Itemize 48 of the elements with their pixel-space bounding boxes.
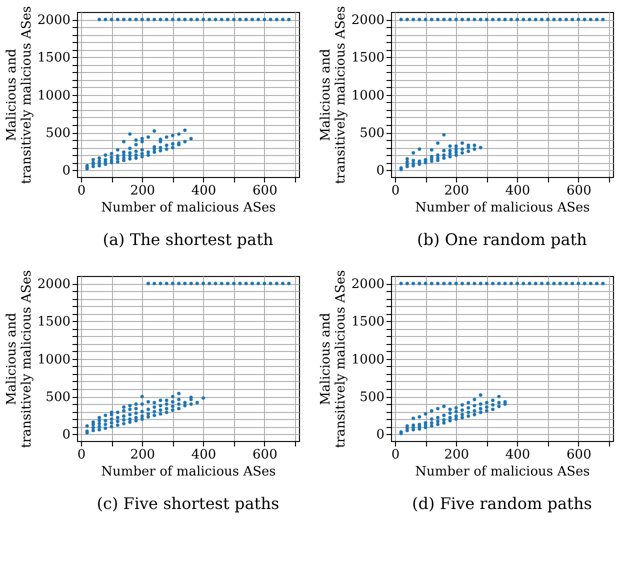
y-tick-label: 1000 xyxy=(351,352,384,368)
x-tick-label: 0 xyxy=(77,184,86,198)
y-tick-label: 1500 xyxy=(37,314,70,330)
x-tick-label: 600 xyxy=(566,184,592,198)
text: (d) Five random paths xyxy=(412,494,592,513)
y-tick-label: 2000 xyxy=(351,13,384,28)
y-tick-label: 1500 xyxy=(37,50,70,66)
x-axis-title: Number of malicious ASes xyxy=(101,464,276,480)
text: (c) Five shortest paths xyxy=(96,494,280,513)
x-tick-label: 600 xyxy=(252,184,278,198)
x-tick-label: 400 xyxy=(191,448,216,462)
x-tick-label: 0 xyxy=(77,448,86,462)
y-tick-label: 2000 xyxy=(37,13,70,28)
y-tick-label: 0 xyxy=(376,428,384,443)
x-tick-label: 200 xyxy=(130,184,156,198)
text: (b) One random path xyxy=(417,230,587,249)
y-tick-label: 0 xyxy=(376,164,384,179)
x-tick-label: 400 xyxy=(505,448,530,462)
y-tick-label: 0 xyxy=(62,428,70,443)
text: (a) The shortest path xyxy=(102,230,274,249)
y-tick-label: 1000 xyxy=(37,88,70,104)
x-tick-label: 200 xyxy=(130,448,156,462)
y-tick-label: 1500 xyxy=(351,50,384,66)
y-tick-label: 1000 xyxy=(351,88,384,104)
y-axis-title: Malicious and transitively malicious ASes xyxy=(318,6,348,184)
y-tick-label: 500 xyxy=(360,126,384,142)
y-tick-label: 1000 xyxy=(37,352,70,368)
x-tick-label: 200 xyxy=(444,448,470,462)
y-tick-label: 2000 xyxy=(351,277,384,292)
x-tick-label: 400 xyxy=(505,184,530,198)
x-axis-title: Number of malicious ASes xyxy=(101,200,276,216)
x-tick-label: 200 xyxy=(444,184,470,198)
x-axis-title: Number of malicious ASes xyxy=(415,200,590,216)
y-axis-title: Malicious and transitively malicious ASes xyxy=(4,270,34,448)
x-tick-label: 600 xyxy=(252,448,278,462)
y-axis-title: Malicious and transitively malicious ASes xyxy=(4,6,34,184)
y-axis-title: Malicious and transitively malicious ASes xyxy=(318,270,348,448)
x-tick-label: 600 xyxy=(566,448,592,462)
x-tick-label: 0 xyxy=(391,184,400,198)
x-tick-label: 0 xyxy=(391,448,400,462)
y-tick-label: 1500 xyxy=(351,314,384,330)
y-tick-label: 500 xyxy=(360,390,384,406)
x-axis-title: Number of malicious ASes xyxy=(415,464,590,480)
y-tick-label: 2000 xyxy=(37,277,70,292)
y-tick-label: 500 xyxy=(46,390,70,406)
x-tick-label: 400 xyxy=(191,184,216,198)
y-tick-label: 0 xyxy=(62,164,70,179)
y-tick-label: 500 xyxy=(46,126,70,142)
